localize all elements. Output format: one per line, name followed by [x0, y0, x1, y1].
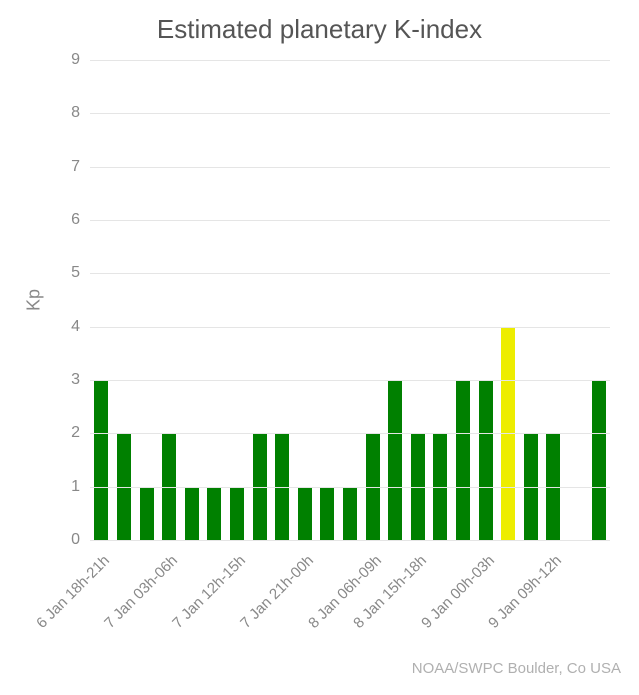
bar: [479, 380, 493, 540]
bar: [94, 380, 108, 540]
gridline: [90, 433, 610, 434]
gridline: [90, 327, 610, 328]
bar: [207, 487, 221, 540]
chart-title: Estimated planetary K-index: [0, 0, 639, 45]
gridline: [90, 540, 610, 541]
plot-area: 01234567896 Jan 18h-21h7 Jan 03h-06h7 Ja…: [90, 60, 610, 540]
ytick-label: 0: [71, 531, 90, 549]
ytick-label: 1: [71, 478, 90, 496]
ytick-label: 3: [71, 371, 90, 389]
gridline: [90, 220, 610, 221]
kp-chart: Estimated planetary K-index Kp 012345678…: [0, 0, 639, 695]
gridline: [90, 167, 610, 168]
gridline: [90, 487, 610, 488]
ytick-label: 7: [71, 158, 90, 176]
ytick-label: 2: [71, 424, 90, 442]
bar: [456, 380, 470, 540]
bar: [230, 487, 244, 540]
bar: [320, 487, 334, 540]
y-axis-label: Kp: [24, 289, 45, 311]
bar: [185, 487, 199, 540]
gridline: [90, 380, 610, 381]
ytick-label: 6: [71, 211, 90, 229]
bar: [388, 380, 402, 540]
bar: [140, 487, 154, 540]
ytick-label: 9: [71, 51, 90, 69]
bars-container: [90, 60, 610, 540]
gridline: [90, 273, 610, 274]
bar: [592, 380, 606, 540]
bar: [343, 487, 357, 540]
chart-attribution: NOAA/SWPC Boulder, Co USA: [412, 660, 621, 677]
ytick-label: 4: [71, 318, 90, 336]
gridline: [90, 60, 610, 61]
ytick-label: 8: [71, 104, 90, 122]
ytick-label: 5: [71, 264, 90, 282]
bar: [298, 487, 312, 540]
gridline: [90, 113, 610, 114]
